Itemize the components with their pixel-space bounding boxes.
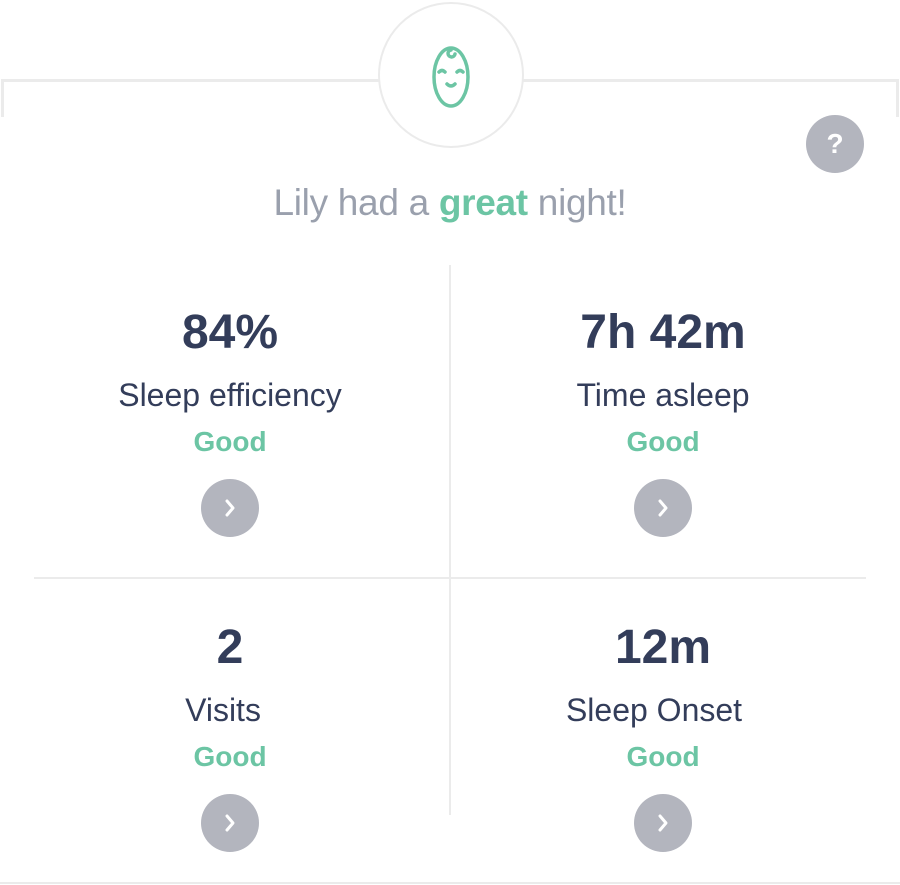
card-border-bottom	[0, 882, 900, 884]
metric-sleep-onset: 12m Sleep Onset Good	[453, 620, 873, 852]
metric-visits: 2 Visits Good	[20, 620, 440, 852]
avatar	[378, 2, 524, 148]
metric-rating: Good	[626, 426, 700, 457]
headline-highlight: great	[438, 182, 528, 223]
metric-value: 12m	[614, 621, 712, 674]
chevron-right-icon	[225, 499, 235, 517]
metric-time-asleep: 7h 42m Time asleep Good	[453, 305, 873, 537]
metric-rating: Good	[193, 426, 267, 457]
metric-label: Visits	[185, 692, 261, 728]
chevron-right-icon	[658, 814, 668, 832]
card-border-left	[1, 79, 4, 117]
help-icon: ?	[826, 128, 844, 159]
details-button[interactable]	[201, 479, 259, 537]
metric-rating: Good	[193, 741, 267, 772]
chevron-right-icon	[658, 499, 668, 517]
metric-label: Sleep efficiency	[118, 377, 342, 413]
details-button[interactable]	[634, 479, 692, 537]
metric-label: Time asleep	[576, 377, 750, 413]
headline-suffix: night!	[527, 182, 627, 223]
vertical-divider	[449, 265, 451, 815]
metric-label: Sleep Onset	[565, 692, 743, 728]
headline: Lily had a great night!	[0, 182, 900, 224]
headline-prefix: Lily had a	[273, 182, 439, 223]
chevron-right-icon	[225, 814, 235, 832]
baby-face-icon	[432, 46, 470, 108]
metric-value: 7h 42m	[580, 306, 746, 359]
help-button[interactable]: ?	[806, 115, 864, 173]
horizontal-divider	[34, 577, 866, 579]
metric-sleep-efficiency: 84% Sleep efficiency Good	[20, 305, 440, 537]
metric-value: 84%	[181, 306, 279, 359]
metric-value: 2	[216, 621, 244, 674]
details-button[interactable]	[201, 794, 259, 852]
details-button[interactable]	[634, 794, 692, 852]
card-border-right	[896, 79, 899, 117]
metric-rating: Good	[626, 741, 700, 772]
